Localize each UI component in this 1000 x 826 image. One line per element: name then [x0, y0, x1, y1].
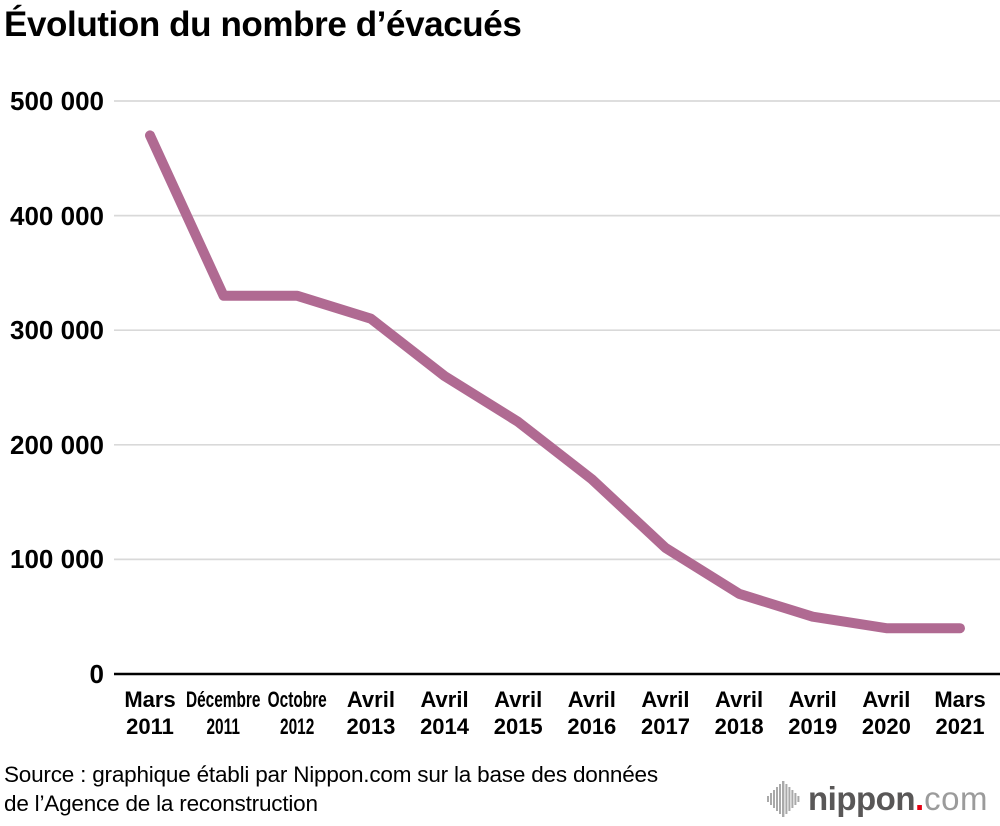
source-line-1: Source : graphique établi par Nippon.com… — [4, 762, 658, 787]
x-tick-month: Avril — [788, 687, 837, 712]
x-tick-year: 2018 — [714, 714, 764, 739]
y-tick-label: 400 000 — [10, 200, 104, 231]
x-tick-month: Mars — [934, 687, 986, 712]
nippon-logo: nippon.com — [767, 779, 988, 819]
x-tick-month: Avril — [346, 687, 395, 712]
nippon-logo-text: nippon.com — [808, 779, 988, 819]
source-caption: Source : graphique établi par Nippon.com… — [4, 760, 658, 818]
x-tick-year: 2019 — [788, 714, 838, 739]
x-tick-year: 2017 — [640, 714, 690, 739]
x-tick-month: Avril — [862, 687, 911, 712]
x-tick-year: 2012 — [280, 714, 315, 739]
y-tick-label: 0 — [89, 659, 104, 689]
x-tick-month: Décembre — [186, 687, 261, 712]
x-tick-month: Avril — [715, 687, 764, 712]
source-line-2: de l’Agence de la reconstruction — [4, 791, 318, 816]
x-tick-month: Avril — [420, 687, 469, 712]
x-tick-year: 2014 — [420, 714, 470, 739]
x-tick-month: Octobre — [267, 687, 327, 712]
y-tick-label: 300 000 — [10, 315, 104, 346]
x-tick-month: Mars — [124, 687, 176, 712]
x-tick-year: 2011 — [126, 714, 174, 739]
page-title: Évolution du nombre d’évacués — [4, 5, 522, 44]
y-tick-label: 100 000 — [10, 544, 104, 575]
logo-red-dot: . — [914, 780, 925, 817]
x-tick-year: 2020 — [861, 714, 911, 739]
x-tick-year: 2011 — [206, 714, 241, 739]
logo-word-com: com — [924, 780, 988, 817]
x-tick-year: 2013 — [346, 714, 396, 739]
x-tick-month: Avril — [494, 687, 543, 712]
x-tick-year: 2015 — [493, 714, 543, 739]
x-tick-year: 2016 — [567, 714, 617, 739]
x-tick-month: Avril — [641, 687, 690, 712]
evacuees-data-line — [145, 130, 965, 634]
soundwave-bars-icon — [767, 781, 800, 817]
logo-word-nippon: nippon — [808, 780, 915, 817]
y-tick-label: 200 000 — [10, 429, 104, 460]
x-tick-year: 2021 — [935, 714, 985, 739]
y-tick-label: 500 000 — [10, 86, 104, 116]
x-tick-month: Avril — [567, 687, 616, 712]
